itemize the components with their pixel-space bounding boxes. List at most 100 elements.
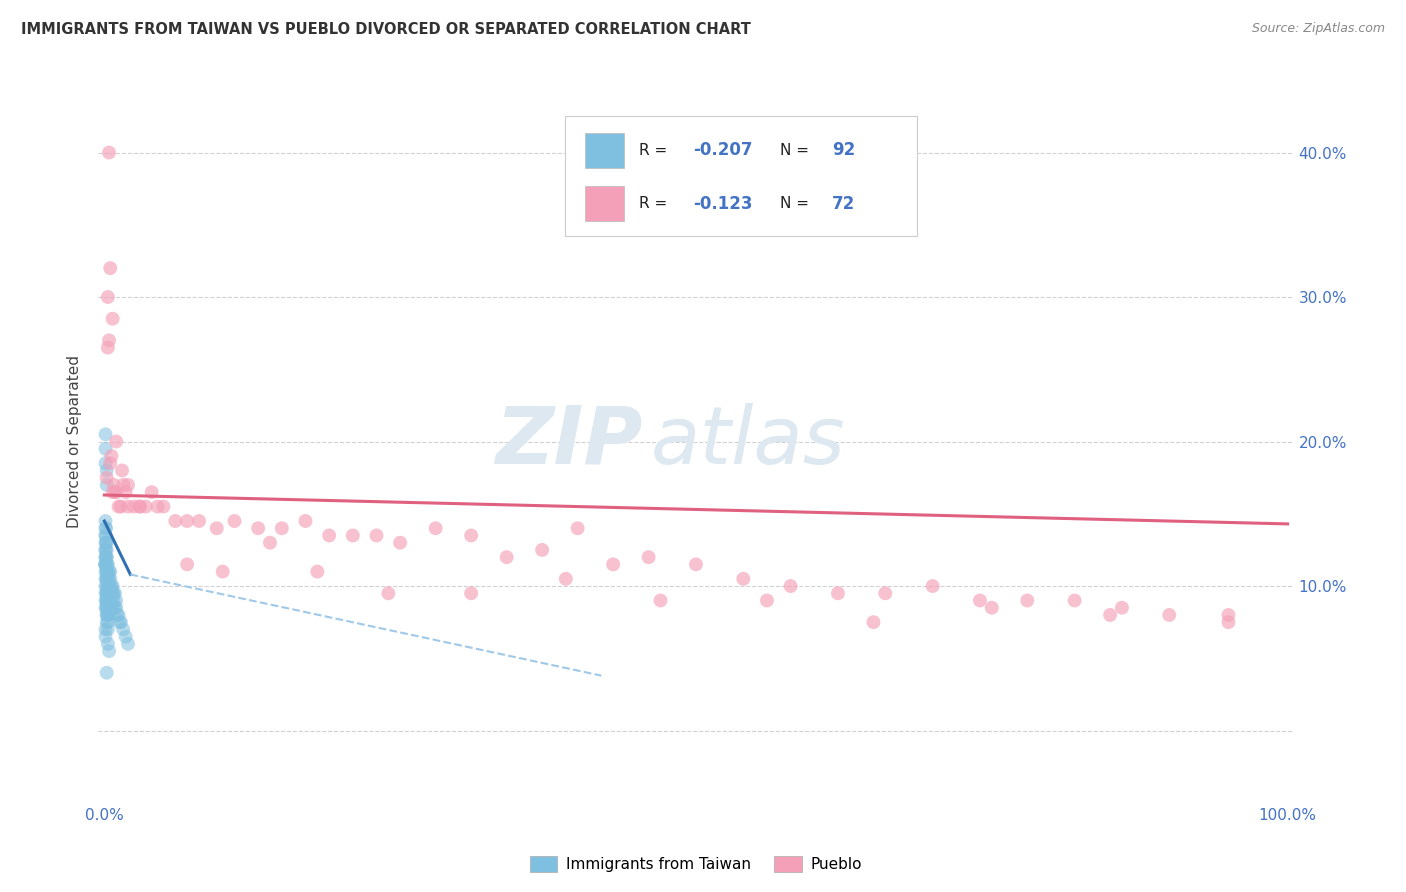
Point (114, 485, 136, 500)
Point (94, 550, 117, 565)
Point (103, 478, 125, 492)
Point (342, 528, 364, 542)
Point (94, 535, 117, 549)
Point (96, 565, 118, 579)
Point (100, 449, 122, 463)
Point (94, 623, 117, 637)
Point (176, 514, 198, 528)
Point (94, 550, 117, 565)
Point (98, 586, 121, 600)
Point (165, 514, 187, 528)
Point (270, 521, 292, 535)
Point (96, 471, 118, 485)
Point (1159, 607, 1181, 622)
Point (94, 528, 117, 542)
Point (100, 593, 122, 607)
Point (96, 565, 118, 579)
Point (100, 586, 122, 600)
Point (94, 558, 117, 572)
Point (94, 535, 117, 549)
Point (94, 572, 117, 586)
FancyBboxPatch shape (585, 186, 624, 221)
Point (108, 615, 131, 630)
Point (94, 558, 117, 572)
Point (96, 558, 118, 572)
Point (96, 535, 118, 549)
Point (685, 558, 707, 572)
Point (97, 623, 120, 637)
Point (862, 615, 884, 630)
Point (94, 579, 117, 593)
Text: 92: 92 (832, 141, 855, 160)
Point (980, 600, 1002, 615)
Point (211, 565, 233, 579)
Point (94, 514, 117, 528)
Point (101, 600, 124, 615)
Point (779, 579, 801, 593)
Point (98, 261, 121, 276)
Point (827, 586, 849, 600)
Point (152, 500, 174, 514)
Text: R =: R = (638, 143, 672, 158)
Y-axis label: Divorced or Separated: Divorced or Separated (67, 355, 83, 528)
Point (247, 521, 270, 535)
Point (318, 528, 340, 542)
Point (98, 607, 121, 622)
Point (104, 600, 127, 615)
Point (97, 341, 120, 355)
Point (104, 485, 127, 500)
Point (105, 600, 128, 615)
Point (637, 550, 659, 565)
Point (875, 586, 897, 600)
Point (188, 514, 211, 528)
Point (112, 478, 135, 492)
Point (94, 521, 117, 535)
Point (98, 572, 121, 586)
Point (114, 630, 136, 644)
Point (176, 558, 198, 572)
Point (98, 586, 121, 600)
Point (567, 521, 589, 535)
Point (921, 579, 943, 593)
Point (110, 500, 132, 514)
Point (460, 528, 482, 542)
Point (97, 579, 120, 593)
FancyBboxPatch shape (585, 133, 624, 168)
Point (1063, 593, 1085, 607)
Point (94, 630, 117, 644)
Point (495, 550, 517, 565)
Text: R =: R = (638, 196, 672, 211)
Point (141, 485, 163, 500)
Point (969, 593, 991, 607)
Point (96, 593, 118, 607)
Point (294, 514, 316, 528)
Point (96, 600, 118, 615)
Point (460, 586, 482, 600)
Point (107, 500, 129, 514)
Point (98, 644, 121, 658)
Point (98, 572, 121, 586)
Point (97, 572, 120, 586)
Text: N =: N = (780, 196, 814, 211)
Point (94, 528, 117, 542)
Point (389, 535, 412, 549)
Point (110, 615, 132, 630)
Point (96, 615, 118, 630)
Point (104, 586, 127, 600)
Point (96, 463, 118, 477)
Point (1218, 615, 1240, 630)
Point (112, 623, 135, 637)
Point (98, 334, 121, 348)
Text: -0.207: -0.207 (693, 141, 754, 160)
Point (1017, 593, 1039, 607)
Point (97, 600, 120, 615)
Point (96, 607, 118, 622)
Point (94, 542, 117, 557)
Point (128, 500, 150, 514)
Point (94, 593, 117, 607)
Point (554, 572, 576, 586)
Point (105, 607, 128, 622)
Point (107, 607, 129, 622)
Point (111, 463, 134, 477)
Point (100, 579, 122, 593)
